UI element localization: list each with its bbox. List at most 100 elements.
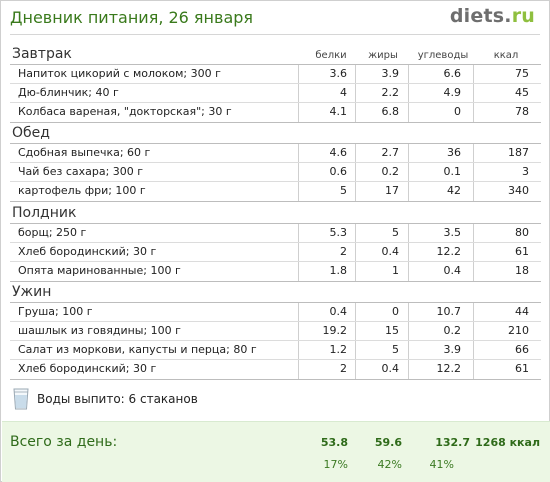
column-divider <box>355 341 356 359</box>
food-fat: 2.7 <box>381 146 400 159</box>
column-divider <box>355 144 356 162</box>
column-divider <box>298 182 299 201</box>
food-row: шашлык из говядины; 100 г 19.2 15 0.2 210 <box>10 322 541 341</box>
column-divider <box>473 243 474 261</box>
column-divider <box>355 243 356 261</box>
water-glass-icon <box>13 388 29 410</box>
food-name: Сдобная выпечка; 60 г <box>18 146 151 159</box>
total-protein-pct: 17% <box>323 458 348 471</box>
food-fat: 6.8 <box>381 105 400 118</box>
food-protein: 5.3 <box>329 226 348 239</box>
column-divider <box>473 163 474 181</box>
food-name: борщ; 250 г <box>18 226 87 239</box>
column-divider <box>355 303 356 321</box>
column-divider <box>408 341 409 359</box>
header-divider <box>10 34 540 35</box>
food-carbs: 10.7 <box>436 305 462 318</box>
column-divider <box>355 360 356 379</box>
food-protein: 1.2 <box>329 343 348 356</box>
food-protein: 4.1 <box>329 105 348 118</box>
food-name: Хлеб бородинский; 30 г <box>18 362 157 375</box>
column-divider <box>473 303 474 321</box>
column-divider <box>298 224 299 242</box>
food-protein: 5 <box>340 184 347 197</box>
food-kcal: 44 <box>515 305 529 318</box>
food-row: Чай без сахара; 300 г 0.6 0.2 0.1 3 <box>10 163 541 182</box>
column-divider <box>473 322 474 340</box>
column-header-protein: белки <box>315 50 347 61</box>
meal-header: Ужин <box>10 282 541 302</box>
column-header-carbs: углеводы <box>417 50 469 61</box>
column-divider <box>408 103 409 122</box>
column-divider <box>408 182 409 201</box>
meal-header: Обед <box>10 123 541 143</box>
food-kcal: 45 <box>515 86 529 99</box>
food-kcal: 3 <box>522 165 529 178</box>
food-fat: 0.4 <box>381 245 400 258</box>
column-divider <box>298 322 299 340</box>
daily-total: Всего за день: 53.8 59.6 132.7 1268 ккал… <box>2 421 550 482</box>
food-carbs: 42 <box>447 184 461 197</box>
food-row: Салат из моркови, капусты и перца; 80 г 1… <box>10 341 541 360</box>
food-fat: 0.2 <box>381 165 400 178</box>
food-fat: 2.2 <box>381 86 400 99</box>
column-divider <box>473 341 474 359</box>
column-divider <box>298 303 299 321</box>
column-divider <box>473 65 474 83</box>
column-divider <box>298 243 299 261</box>
food-carbs: 12.2 <box>436 245 462 258</box>
food-name: Чай без сахара; 300 г <box>18 165 144 178</box>
food-kcal: 80 <box>515 226 529 239</box>
column-divider <box>298 163 299 181</box>
food-name: Колбаса вареная, "докторская"; 30 г <box>18 105 232 118</box>
food-row: Хлеб бородинский; 30 г 2 0.4 12.2 61 <box>10 360 541 379</box>
meal-name: Обед <box>12 125 50 141</box>
brand-dot: . <box>504 5 512 27</box>
column-divider <box>408 322 409 340</box>
column-divider <box>355 84 356 102</box>
food-row: Сдобная выпечка; 60 г 4.6 2.7 36 187 <box>10 144 541 163</box>
food-protein: 0.4 <box>329 305 348 318</box>
food-name: шашлык из говядины; 100 г <box>18 324 181 337</box>
column-divider <box>355 224 356 242</box>
meal-items: Напиток цикорий с молоком; 300 г 3.6 3.9 6.… <box>10 64 541 123</box>
meal-section: Обед Сдобная выпечка; 60 г 4.6 2.7 36 187 Чай … <box>10 123 541 202</box>
food-row: Колбаса вареная, "докторская"; 30 г 4.1 6.… <box>10 103 541 122</box>
site-logo[interactable]: diets.ru <box>450 5 535 27</box>
food-carbs: 0 <box>454 105 461 118</box>
food-row: Дю-блинчик; 40 г 4 2.2 4.9 45 <box>10 84 541 103</box>
total-fat: 59.6 <box>374 436 402 449</box>
column-divider <box>298 360 299 379</box>
total-carbs-pct: 41% <box>429 458 454 471</box>
food-name: Хлеб бородинский; 30 г <box>18 245 157 258</box>
food-kcal: 75 <box>515 67 529 80</box>
meal-name: Завтрак <box>12 46 72 62</box>
food-kcal: 61 <box>515 362 529 375</box>
food-kcal: 340 <box>508 184 529 197</box>
food-fat: 5 <box>392 343 399 356</box>
total-carbs: 132.7 <box>435 436 470 449</box>
food-kcal: 78 <box>515 105 529 118</box>
column-divider <box>355 65 356 83</box>
food-row: Хлеб бородинский; 30 г 2 0.4 12.2 61 <box>10 243 541 262</box>
meal-name: Ужин <box>12 284 52 300</box>
column-divider <box>298 144 299 162</box>
column-divider <box>298 103 299 122</box>
food-row: борщ; 250 г 5.3 5 3.5 80 <box>10 224 541 243</box>
food-kcal: 187 <box>508 146 529 159</box>
food-carbs: 4.9 <box>443 86 462 99</box>
food-carbs: 6.6 <box>443 67 462 80</box>
food-name: картофель фри; 100 г <box>18 184 146 197</box>
food-kcal: 210 <box>508 324 529 337</box>
total-kcal: 1268 ккал <box>475 436 540 449</box>
food-fat: 17 <box>385 184 399 197</box>
column-divider <box>473 84 474 102</box>
column-header-kcal: ккал <box>493 50 519 61</box>
meal-name: Полдник <box>12 205 77 221</box>
column-divider <box>355 163 356 181</box>
column-divider <box>355 103 356 122</box>
column-divider <box>408 303 409 321</box>
meal-section: Завтрак белки жиры углеводы ккал Напиток цико… <box>10 44 541 123</box>
food-carbs: 0.2 <box>443 324 462 337</box>
